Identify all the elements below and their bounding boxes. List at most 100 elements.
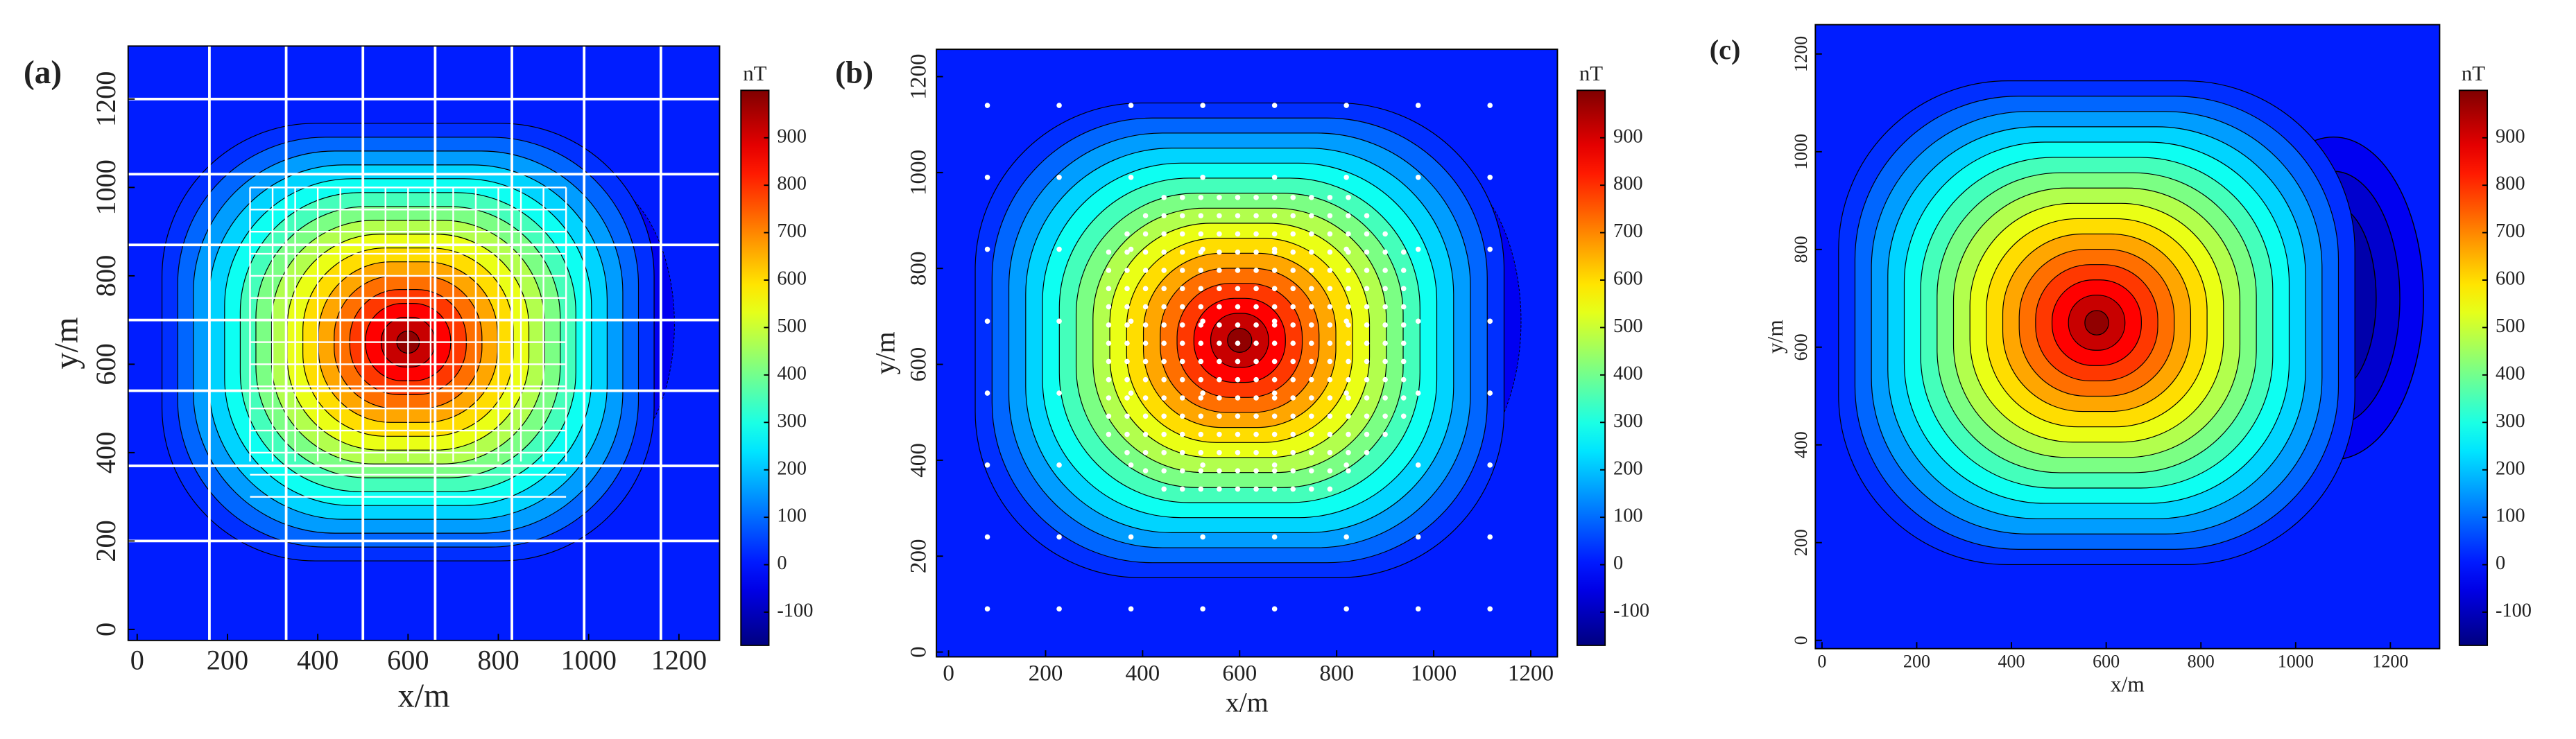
y-tick-label: 0	[1791, 636, 1811, 645]
sample-point	[1346, 268, 1351, 273]
sample-point	[1179, 340, 1185, 346]
sample-point	[1382, 322, 1388, 328]
sample-point	[1327, 413, 1333, 419]
colorbar	[740, 89, 770, 646]
sample-point	[1124, 431, 1130, 437]
colorbar-unit: nT	[2462, 62, 2485, 85]
colorbar-tick-label: 900	[2496, 125, 2525, 147]
sample-point	[1235, 395, 1241, 401]
sample-point	[1142, 431, 1149, 437]
sample-point	[1271, 534, 1278, 540]
sample-point	[1309, 268, 1314, 273]
sample-point	[1124, 304, 1130, 310]
colorbar-tick-label: 600	[1613, 268, 1643, 290]
sample-point	[1364, 395, 1370, 401]
sample-point	[1235, 450, 1241, 455]
x-axis-label: x/m	[2111, 672, 2145, 697]
y-tick-label: 0	[90, 623, 121, 636]
sample-point	[1161, 249, 1167, 255]
colorbar-tick-label: 300	[1613, 410, 1643, 432]
y-tick-label: 800	[90, 255, 121, 297]
sample-point	[1128, 103, 1134, 108]
sample-point	[1415, 462, 1421, 468]
sample-point	[1235, 358, 1241, 365]
sample-point	[1179, 304, 1185, 310]
sample-point	[1235, 231, 1241, 237]
y-tick-label: 400	[1791, 431, 1811, 458]
sample-point	[1309, 376, 1314, 383]
colorbar-tick-label: 100	[1613, 505, 1643, 527]
sample-point	[1309, 431, 1314, 437]
sample-point	[1198, 376, 1204, 383]
sample-point	[1382, 268, 1388, 273]
sample-point	[1217, 413, 1222, 419]
colorbar-tick-label: 200	[1613, 458, 1643, 479]
sample-point	[1271, 249, 1278, 255]
sample-point	[1217, 376, 1222, 383]
sample-point	[1309, 231, 1314, 237]
sample-point	[1309, 450, 1314, 455]
colorbar-tick-label: 900	[1613, 125, 1643, 147]
sample-point	[1271, 358, 1278, 365]
sample-point	[1198, 268, 1204, 273]
sample-point	[1271, 318, 1278, 324]
x-tick-label: 600	[1222, 661, 1257, 686]
sample-point	[1346, 431, 1351, 437]
sample-point	[1400, 413, 1407, 419]
sample-point	[1161, 450, 1167, 455]
sample-points	[984, 103, 1493, 612]
y-tick-label: 400	[90, 432, 121, 473]
sample-point	[1364, 450, 1370, 455]
x-axis-label: x/m	[1226, 687, 1269, 718]
sample-point	[1198, 486, 1204, 492]
sample-point	[1142, 376, 1149, 383]
colorbar-unit: nT	[1579, 62, 1603, 85]
sample-point	[1364, 358, 1370, 365]
sample-point	[1400, 286, 1407, 292]
sample-point	[1309, 468, 1314, 473]
sample-point	[1128, 534, 1134, 540]
sample-point	[1161, 358, 1167, 365]
sample-point	[1217, 358, 1222, 365]
sample-point	[1364, 249, 1370, 255]
x-tick-label: 400	[1998, 651, 2025, 671]
sample-point	[1309, 286, 1314, 292]
panel: 0 200 400 600 800 1000 12000200400600800100012…	[1710, 24, 2532, 697]
sample-point	[1343, 175, 1349, 180]
colorbar-tick-label: 200	[777, 458, 807, 479]
sample-point	[1400, 395, 1407, 401]
sample-point	[1142, 468, 1149, 473]
sample-point	[1253, 286, 1259, 292]
panel: 0 200 400 600 800 1000 12000200400600800100012…	[24, 45, 813, 714]
sample-point	[1198, 304, 1204, 310]
sample-point	[1343, 606, 1349, 612]
sample-point	[1327, 322, 1333, 328]
y-tick-label: 1000	[1791, 134, 1811, 170]
y-tick-label: 1200	[1791, 36, 1811, 72]
sample-point	[1253, 413, 1259, 419]
colorbar-tick-label: 500	[1613, 315, 1643, 337]
y-tick-label: 600	[906, 347, 931, 382]
sample-point	[1382, 286, 1388, 292]
colorbar-tick-label: 400	[777, 363, 807, 384]
colorbar-tick-label: 600	[2496, 268, 2525, 290]
sample-point	[1346, 213, 1351, 218]
sample-point	[1364, 286, 1370, 292]
x-tick-label: 1200	[1508, 661, 1554, 686]
sample-point	[1161, 431, 1167, 437]
sample-point	[1271, 195, 1278, 200]
colorbar-tick-label: 300	[777, 410, 807, 432]
sample-point	[1217, 450, 1222, 455]
colorbar-tick-label: 100	[777, 505, 807, 527]
sample-point	[1161, 486, 1167, 492]
sample-point	[1309, 304, 1314, 310]
axes-frame	[1814, 24, 2441, 650]
sample-point	[1161, 213, 1167, 218]
sample-point	[1327, 304, 1333, 310]
sample-point	[1198, 249, 1204, 255]
sample-point	[1253, 358, 1259, 365]
sample-point	[1346, 249, 1351, 255]
colorbar-tick-label: 100	[2496, 505, 2525, 527]
y-tick-label: 1000	[906, 150, 931, 195]
sample-point	[1400, 322, 1407, 328]
